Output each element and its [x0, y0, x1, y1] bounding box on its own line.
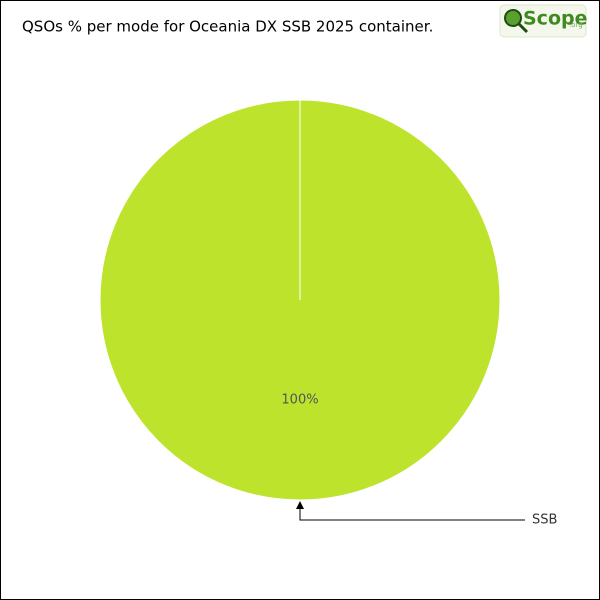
logo-handle — [517, 22, 529, 34]
value-label: 100% — [281, 393, 318, 408]
slice-label: SSB — [532, 513, 557, 528]
logo-suffix: .org — [569, 21, 583, 29]
pie-slice — [99, 99, 501, 501]
logo: Scope .org — [499, 4, 588, 38]
logo-text: Scope — [523, 8, 588, 30]
chart-title: QSOs % per mode for Oceania DX SSB 2025 … — [22, 18, 433, 36]
logo-box — [499, 4, 587, 38]
logo-icon — [504, 9, 522, 27]
leader-line — [299, 508, 525, 521]
leader-arrow — [296, 501, 304, 509]
